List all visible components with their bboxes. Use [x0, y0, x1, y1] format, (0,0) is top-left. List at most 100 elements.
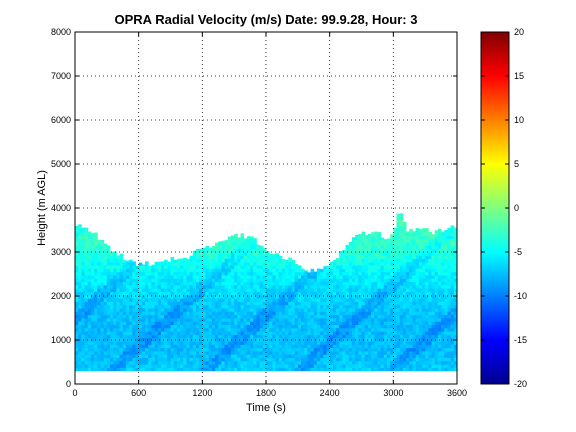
- heatmap-cell: [148, 318, 152, 322]
- heatmap-cell: [371, 308, 375, 312]
- heatmap-cell: [332, 337, 337, 342]
- heatmap-cell: [154, 294, 159, 299]
- heatmap-cell: [434, 275, 439, 279]
- heatmap-cell: [434, 351, 439, 355]
- heatmap-cell: [234, 318, 238, 322]
- heatmap-cell: [428, 242, 432, 246]
- heatmap-cell: [281, 351, 286, 355]
- heatmap-cell: [129, 259, 133, 263]
- heatmap-cell: [364, 235, 369, 240]
- heatmap-cell: [351, 255, 356, 259]
- heatmap-cell: [316, 327, 321, 332]
- heatmap-cell: [320, 318, 324, 322]
- heatmap-cell: [154, 268, 159, 273]
- heatmap-cell: [154, 364, 159, 368]
- heatmap-cell: [377, 314, 381, 319]
- heatmap-cell: [386, 285, 391, 289]
- heatmap-cell: [81, 235, 85, 240]
- heatmap-cell: [94, 301, 98, 306]
- heatmap-cell: [358, 327, 362, 332]
- heatmap-cell: [138, 347, 143, 352]
- heatmap-cell: [119, 268, 124, 273]
- heatmap-cell: [154, 344, 159, 349]
- heatmap-cell: [297, 308, 302, 312]
- heatmap-cell: [97, 327, 101, 332]
- heatmap-cell: [415, 268, 420, 273]
- heatmap-cell: [285, 331, 289, 335]
- heatmap-cell: [227, 248, 232, 253]
- heatmap-cell: [84, 235, 89, 240]
- heatmap-cell: [339, 331, 343, 335]
- heatmap-cell: [176, 285, 181, 289]
- heatmap-cell: [351, 360, 356, 365]
- heatmap-cell: [415, 278, 420, 283]
- heatmap-cell: [195, 281, 200, 286]
- heatmap-cell: [103, 334, 108, 339]
- heatmap-cell: [186, 258, 190, 263]
- heatmap-cell: [218, 261, 222, 266]
- heatmap-cell: [234, 242, 238, 246]
- heatmap-cell: [409, 364, 413, 368]
- heatmap-cell: [281, 261, 286, 266]
- heatmap-cell: [202, 281, 206, 286]
- heatmap-cell: [323, 275, 327, 279]
- heatmap-cell: [94, 288, 98, 292]
- heatmap-cell: [262, 347, 267, 352]
- heatmap-cell: [307, 278, 311, 283]
- heatmap-cell: [377, 341, 381, 345]
- heatmap-cell: [390, 344, 394, 349]
- heatmap-cell: [87, 261, 92, 266]
- heatmap-cell: [386, 271, 391, 276]
- heatmap-cell: [122, 351, 127, 355]
- heatmap-cell: [393, 351, 397, 355]
- heatmap-cell: [278, 304, 283, 309]
- heatmap-cell: [157, 314, 162, 319]
- heatmap-cell: [320, 337, 324, 342]
- heatmap-cell: [415, 261, 420, 266]
- heatmap-cell: [125, 278, 130, 283]
- heatmap-cell: [106, 275, 111, 279]
- heatmap-cell: [447, 235, 452, 240]
- heatmap-cell: [320, 357, 324, 362]
- heatmap-cell: [361, 308, 366, 312]
- heatmap-cell: [97, 321, 101, 325]
- heatmap-cell: [138, 321, 143, 325]
- heatmap-cell: [348, 245, 353, 250]
- heatmap-cell: [250, 281, 254, 286]
- heatmap-cell: [211, 321, 216, 325]
- heatmap-cell: [406, 261, 410, 266]
- heatmap-cell: [431, 298, 436, 302]
- heatmap-cell: [234, 341, 238, 345]
- heatmap-cell: [342, 252, 346, 256]
- heatmap-cell: [157, 291, 162, 296]
- heatmap-cell: [421, 228, 426, 230]
- heatmap-cell: [396, 364, 401, 368]
- heatmap-cell: [364, 367, 369, 372]
- heatmap-cell: [447, 298, 452, 302]
- heatmap-cell: [453, 334, 458, 339]
- heatmap-cell: [421, 311, 426, 316]
- heatmap-cell: [307, 324, 311, 329]
- heatmap-cell: [406, 301, 410, 306]
- heatmap-cell: [345, 327, 350, 332]
- heatmap-cell: [119, 351, 124, 355]
- heatmap-cell: [294, 311, 299, 316]
- heatmap-cell: [211, 268, 216, 273]
- heatmap-cell: [297, 275, 302, 279]
- heatmap-cell: [428, 364, 432, 368]
- heatmap-cell: [367, 233, 372, 236]
- heatmap-cell: [453, 285, 458, 289]
- heatmap-cell: [259, 331, 264, 335]
- heatmap-cell: [358, 298, 362, 302]
- heatmap-cell: [192, 288, 197, 292]
- heatmap-cell: [390, 367, 394, 372]
- heatmap-cell: [240, 351, 245, 355]
- heatmap-cell: [374, 281, 378, 286]
- heatmap-cell: [122, 331, 127, 335]
- heatmap-cell: [97, 245, 101, 250]
- heatmap-cell: [332, 271, 337, 276]
- heatmap-cell: [323, 291, 327, 296]
- heatmap-cell: [253, 281, 257, 286]
- heatmap-cell: [288, 341, 292, 345]
- heatmap-cell: [447, 278, 452, 283]
